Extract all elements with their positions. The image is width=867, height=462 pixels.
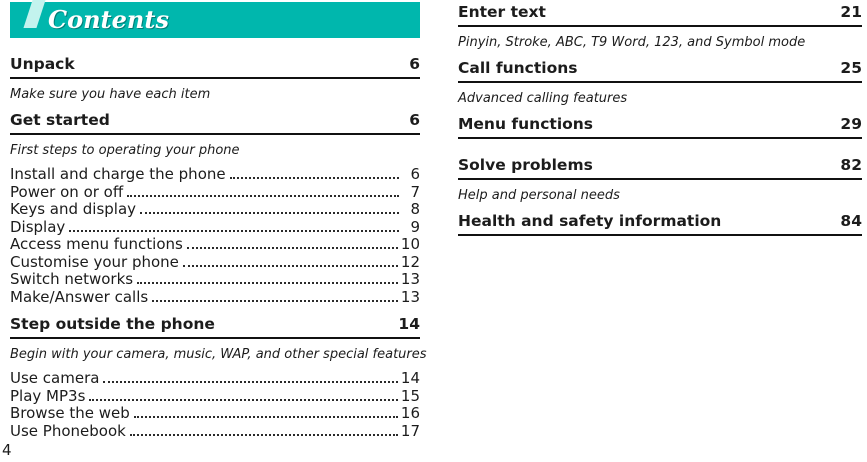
section-title: Call functions xyxy=(458,59,578,77)
section-page: 29 xyxy=(840,115,862,133)
toc-entry-label: Play MP3s xyxy=(10,386,86,405)
page-title: Contents xyxy=(48,5,169,34)
section-heading[interactable]: Solve problems 82 xyxy=(458,156,862,180)
toc-entry-page: 13 xyxy=(400,270,420,288)
banner-spacer xyxy=(10,0,420,55)
section-subtitle: Make sure you have each item xyxy=(10,87,211,102)
section-solve-problems: Solve problems 82 Help and personal need… xyxy=(458,156,862,203)
section-title: Solve problems xyxy=(458,156,593,174)
toc-entry[interactable]: Play MP3s 15 xyxy=(10,386,420,406)
section-enter-text: Enter text 21 Pinyin, Stroke, ABC, T9 Wo… xyxy=(458,3,862,50)
section-heading[interactable]: Call functions 25 xyxy=(458,59,862,83)
toc-entry-label: Display xyxy=(10,217,66,236)
section-title: Get started xyxy=(10,111,110,129)
toc-entry[interactable]: Use camera 14 xyxy=(10,369,420,388)
section-step-outside: Step outside the phone 14 Begin with you… xyxy=(10,315,427,441)
toc-entry[interactable]: Install and charge the phone 6 xyxy=(10,165,420,184)
section-page: 82 xyxy=(840,156,862,174)
section-heading[interactable]: Enter text 21 xyxy=(458,3,862,27)
dot-leader xyxy=(229,177,399,179)
section-title: Enter text xyxy=(458,3,546,21)
dot-leader xyxy=(140,212,399,214)
toc-entry-page: 10 xyxy=(400,235,420,253)
toc-entry-label: Use camera xyxy=(10,369,100,387)
section-page: 25 xyxy=(840,59,862,77)
section-get-started: Get started 6 First steps to operating y… xyxy=(10,111,420,306)
section-title: Step outside the phone xyxy=(10,315,215,333)
toc-entry[interactable]: Customise your phone 12 xyxy=(10,252,420,272)
toc-entry-page: 14 xyxy=(400,369,420,387)
section-title: Health and safety information xyxy=(458,212,722,230)
section-call-functions: Call functions 25 Advanced calling featu… xyxy=(458,59,862,106)
dot-leader xyxy=(103,381,398,383)
toc-entry-page: 8 xyxy=(410,200,420,218)
dot-leader xyxy=(182,264,398,267)
toc-entry-page: 9 xyxy=(410,217,420,236)
dot-leader xyxy=(129,433,398,436)
section-heading[interactable]: Health and safety information 84 xyxy=(458,212,862,236)
toc-entry-page: 15 xyxy=(400,386,420,405)
toc-entry-label: Switch networks xyxy=(10,270,134,288)
section-unpack: Unpack 6 Make sure you have each item xyxy=(10,55,420,102)
toc-entry-page: 6 xyxy=(410,165,420,183)
toc-entry[interactable]: Display 9 xyxy=(10,217,420,237)
section-subtitle: Pinyin, Stroke, ABC, T9 Word, 123, and S… xyxy=(458,35,806,50)
toc-entry[interactable]: Use Phonebook 17 xyxy=(10,421,420,441)
section-heading[interactable]: Unpack 6 xyxy=(10,55,420,79)
section-title: Menu functions xyxy=(458,115,594,133)
toc-entry-label: Make/Answer calls xyxy=(10,287,149,306)
toc-entry[interactable]: Make/Answer calls 13 xyxy=(10,287,420,307)
toc-entry-label: Browse the web xyxy=(10,404,130,422)
section-page: 14 xyxy=(398,315,420,333)
section-page: 21 xyxy=(840,3,862,21)
section-heading[interactable]: Step outside the phone 14 xyxy=(10,315,420,339)
toc-entry-page: 13 xyxy=(400,287,420,306)
toc-entry[interactable]: Browse the web 16 xyxy=(10,404,420,423)
section-page: 84 xyxy=(840,212,862,230)
dot-leader xyxy=(127,194,399,197)
section-heading[interactable]: Menu functions 29 xyxy=(458,115,862,139)
toc-entry-page: 7 xyxy=(410,182,420,201)
toc-entry[interactable]: Access menu functions 10 xyxy=(10,235,420,254)
toc-entry-page: 16 xyxy=(400,404,420,422)
section-page: 6 xyxy=(409,111,420,129)
toc-entry-label: Access menu functions xyxy=(10,235,183,253)
toc-entry[interactable]: Switch networks 13 xyxy=(10,270,420,289)
section-subtitle: Advanced calling features xyxy=(458,91,628,106)
section-subtitle: Begin with your camera, music, WAP, and … xyxy=(10,347,427,362)
section-title: Unpack xyxy=(10,55,75,73)
toc-entry-page: 17 xyxy=(400,421,420,440)
page-number: 4 xyxy=(2,441,12,459)
dot-leader xyxy=(69,229,399,232)
section-page: 6 xyxy=(409,55,420,73)
dot-leader xyxy=(133,416,398,418)
toc-entry-label: Use Phonebook xyxy=(10,421,126,440)
toc-entry-list: Use camera 14 Play MP3s 15 Browse the we… xyxy=(10,369,420,441)
toc-entry-label: Customise your phone xyxy=(10,252,179,271)
dot-leader xyxy=(89,398,398,401)
toc-column-left: Unpack 6 Make sure you have each item Ge… xyxy=(10,0,427,446)
dot-leader xyxy=(137,282,398,284)
dot-leader xyxy=(186,247,398,249)
section-menu-functions: Menu functions 29 xyxy=(458,115,862,139)
toc-entry-label: Install and charge the phone xyxy=(10,165,226,183)
toc-entry-label: Power on or off xyxy=(10,182,124,201)
toc-column-right: Enter text 21 Pinyin, Stroke, ABC, T9 Wo… xyxy=(458,3,862,236)
section-health-safety: Health and safety information 84 xyxy=(458,212,862,236)
toc-entry-page: 12 xyxy=(400,252,420,271)
section-heading[interactable]: Get started 6 xyxy=(10,111,420,135)
toc-entry-label: Keys and display xyxy=(10,200,137,218)
section-subtitle: First steps to operating your phone xyxy=(10,143,240,158)
toc-entry-list: Install and charge the phone 6 Power on … xyxy=(10,165,420,307)
toc-entry[interactable]: Power on or off 7 xyxy=(10,182,420,202)
contents-banner: Contents xyxy=(10,0,420,38)
section-subtitle: Help and personal needs xyxy=(458,188,620,203)
toc-entry[interactable]: Keys and display 8 xyxy=(10,200,420,219)
dot-leader xyxy=(152,299,398,302)
